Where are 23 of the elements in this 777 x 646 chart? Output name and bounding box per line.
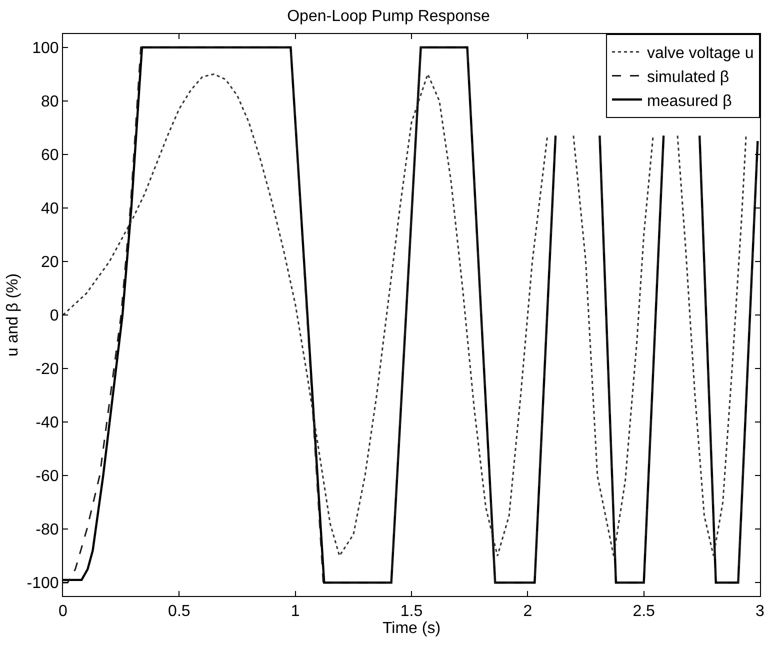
y-tick-label: -20 — [36, 361, 59, 378]
y-tick-label: 60 — [41, 147, 59, 164]
y-tick-label: -100 — [26, 575, 59, 592]
x-tick-label: 1 — [290, 603, 300, 620]
y-axis-title: u and β (%) — [4, 273, 22, 357]
x-tick-label: 0.5 — [168, 603, 190, 620]
x-axis-title: Time (s) — [382, 620, 441, 638]
x-tick-label: 2.5 — [632, 603, 656, 620]
y-tick-label: -60 — [36, 468, 59, 486]
y-tick-label: 100 — [32, 40, 59, 57]
x-tick-label: 3 — [756, 603, 765, 620]
y-tick-label: -80 — [36, 522, 59, 539]
y-tick-label: 0 — [50, 308, 59, 325]
x-tick-label: 1.5 — [400, 603, 423, 620]
y-tick-label: 40 — [41, 200, 59, 218]
chart-title: Open-Loop Pump Response — [287, 8, 490, 25]
y-tick-label: 20 — [41, 254, 59, 272]
y-tick-label: 80 — [41, 94, 59, 110]
x-tick-label: 2 — [523, 603, 532, 620]
legend-label: measured β — [647, 92, 732, 110]
y-tick-label: -40 — [36, 414, 59, 432]
legend-label: simulated β — [647, 68, 730, 86]
legend-label: valve voltage u — [647, 45, 754, 62]
